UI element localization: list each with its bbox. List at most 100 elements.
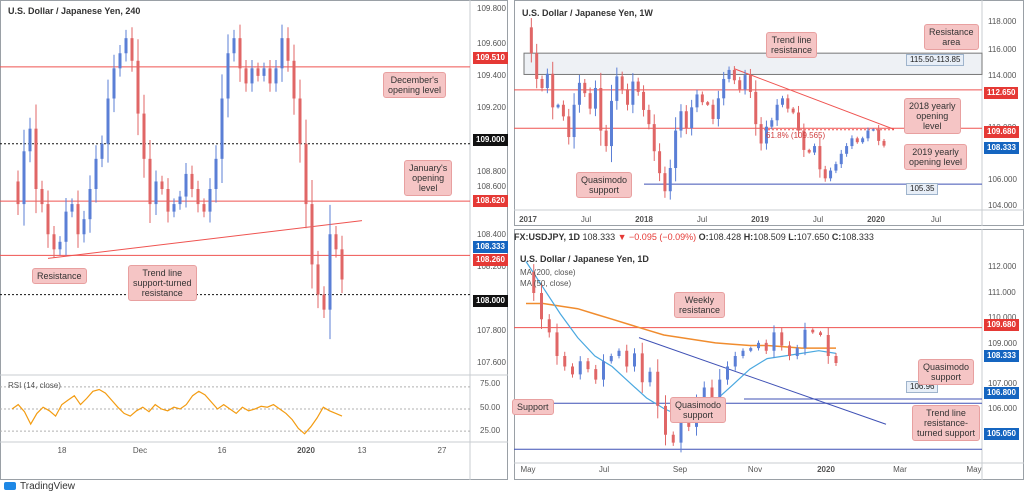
weekly-candle: [727, 69, 731, 79]
daily-legend-ma50: MA (50, close): [520, 279, 572, 288]
daily-y-tick: 112.000: [988, 262, 1017, 271]
h4-candle: [100, 143, 104, 159]
h4-chart-panel[interactable]: U.S. Dollar / Japanese Yen, 240 109.800 …: [0, 0, 508, 480]
daily-candle: [648, 371, 652, 383]
daily-note-trend-line: Trend line resistance- turned support: [912, 405, 981, 441]
h4-candle: [70, 204, 74, 212]
h4-price-tag-december-opening: 109.510: [473, 52, 508, 64]
h4-rsi-label: RSI (14, close): [8, 381, 61, 390]
weekly-candle: [813, 146, 817, 153]
h4-y-tick: 108.600: [477, 182, 506, 191]
tradingview-brand[interactable]: TradingView: [4, 481, 75, 492]
weekly-candle: [551, 73, 555, 108]
h4-y-tick: 108.400: [477, 230, 506, 239]
weekly-candle: [577, 82, 581, 105]
daily-candle: [578, 361, 582, 375]
daily-close: 108.333: [841, 232, 874, 242]
weekly-candle: [823, 169, 827, 179]
daily-change: −0.095 (−0.09%): [629, 232, 697, 242]
weekly-candle: [647, 109, 651, 125]
daily-candle: [780, 332, 784, 346]
weekly-x-tick: 2020: [867, 215, 885, 224]
h4-y-tick: 109.800: [477, 4, 506, 13]
h4-candle: [244, 68, 248, 84]
h4-candle: [262, 68, 266, 76]
weekly-candle: [684, 111, 688, 128]
h4-price-chart[interactable]: [0, 0, 508, 480]
h4-candle: [88, 189, 92, 220]
weekly-candle: [529, 27, 533, 54]
daily-x-tick: 2020: [817, 465, 835, 474]
weekly-candle: [850, 138, 854, 147]
daily-candle: [749, 348, 753, 351]
daily-price-chart[interactable]: [514, 229, 1024, 480]
daily-y-tick: 106.000: [988, 404, 1017, 413]
daily-x-tick: Mar: [893, 465, 907, 474]
weekly-candle: [871, 129, 875, 131]
h4-candle: [130, 38, 134, 61]
h4-candle: [172, 204, 176, 212]
h4-candle: [274, 68, 278, 84]
daily-ma200-line: [526, 302, 836, 349]
daily-ohlc-header: FX:USDJPY, 1D 108.333 ▼ −0.095 (−0.09%) …: [514, 232, 874, 242]
weekly-resistance-area: [523, 52, 983, 75]
daily-note-quasimodo-right: Quasimodo support: [918, 359, 975, 385]
h4-candle: [58, 241, 62, 250]
weekly-candle: [855, 138, 859, 143]
weekly-candle: [588, 93, 592, 109]
h4-note-trendline-support: Trend line support-turned resistance: [128, 265, 197, 301]
weekly-candle: [583, 82, 587, 94]
h4-x-tick: Dec: [132, 446, 148, 455]
daily-note-support: Support: [512, 399, 554, 415]
weekly-candle: [599, 88, 603, 131]
h4-candle: [292, 60, 296, 99]
h4-y-tick: 109.400: [477, 71, 506, 80]
h4-trendline: [47, 220, 363, 259]
weekly-candle: [786, 98, 790, 109]
weekly-candle: [818, 146, 822, 170]
h4-x-tick: 2020: [297, 446, 315, 455]
daily-trendline: [638, 337, 887, 425]
weekly-y-tick: 116.000: [988, 45, 1017, 54]
weekly-chart-panel[interactable]: U.S. Dollar / Japanese Yen, 1W 118.000 1…: [514, 0, 1024, 226]
weekly-candle: [802, 130, 806, 150]
weekly-x-tick: Jul: [930, 215, 942, 224]
daily-candle: [586, 361, 590, 370]
h4-candle: [280, 38, 284, 69]
daily-candle: [733, 356, 737, 367]
h4-chart-title: U.S. Dollar / Japanese Yen, 240: [8, 6, 141, 16]
daily-candle: [671, 434, 675, 443]
weekly-candle: [829, 170, 833, 179]
h4-candle: [208, 189, 212, 212]
weekly-candle: [615, 76, 619, 101]
daily-legend-ma200: MA (200, close): [520, 268, 576, 277]
h4-rsi-tick: 50.00: [480, 403, 501, 412]
daily-candle: [555, 332, 559, 356]
daily-candle: [726, 366, 729, 380]
h4-candle: [304, 143, 308, 205]
weekly-note-quasimodo: Quasimodo support: [576, 172, 633, 198]
h4-candle: [250, 68, 254, 84]
h4-candle: [148, 158, 152, 205]
daily-candle: [609, 356, 613, 362]
weekly-candle: [770, 120, 774, 127]
daily-x-tick: Jul: [598, 465, 610, 474]
daily-chart-panel[interactable]: FX:USDJPY, 1D 108.333 ▼ −0.095 (−0.09%) …: [512, 229, 1024, 480]
daily-low: 107.650: [796, 232, 830, 242]
h4-y-tick: 109.200: [477, 103, 506, 112]
daily-price-tag-weekly-resistance: 109.680: [984, 319, 1019, 331]
weekly-candle: [861, 138, 865, 143]
daily-candle: [788, 345, 791, 356]
daily-candle: [811, 329, 815, 333]
daily-candle: [602, 361, 605, 380]
weekly-x-tick: 2018: [635, 215, 653, 224]
weekly-note-2018-opening: 2018 yearly opening level: [904, 98, 961, 134]
weekly-candle: [732, 69, 736, 81]
weekly-x-tick: Jul: [812, 215, 824, 224]
h4-candle: [298, 98, 302, 144]
h4-candle: [196, 189, 200, 205]
weekly-candle: [711, 104, 715, 119]
daily-last-price: 108.333: [582, 232, 616, 242]
weekly-x-tick: 2017: [519, 215, 537, 224]
daily-candle: [679, 416, 683, 443]
